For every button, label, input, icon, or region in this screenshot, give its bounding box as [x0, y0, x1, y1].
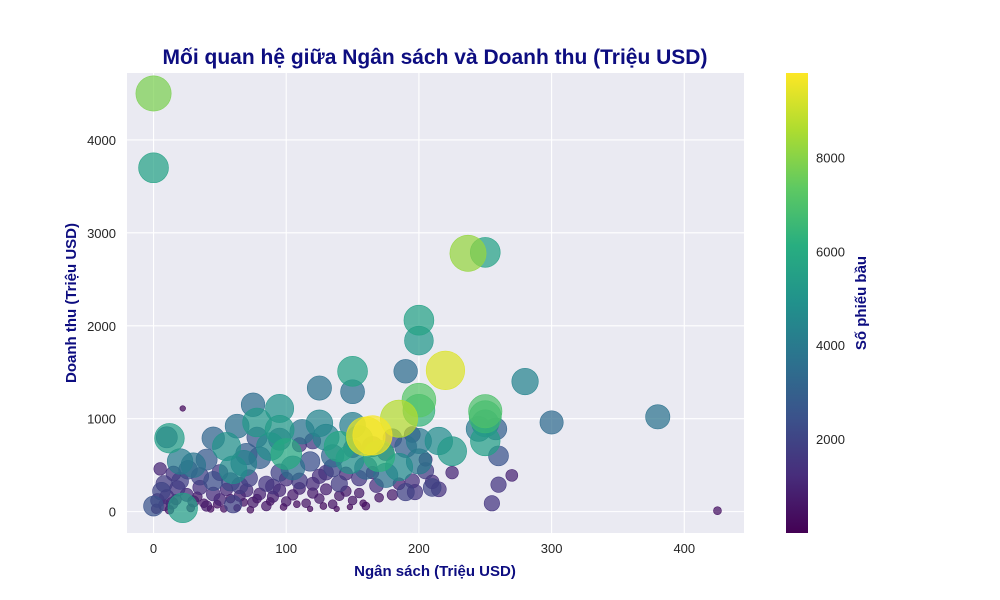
scatter-point	[539, 410, 564, 435]
scatter-point	[386, 489, 398, 501]
colorbar-tick-label: 2000	[816, 432, 845, 447]
x-tick-label: 100	[275, 541, 297, 556]
scatter-point	[483, 495, 500, 512]
scatter-point	[306, 375, 332, 401]
x-tick-label: 200	[408, 541, 430, 556]
scatter-point	[396, 483, 415, 502]
scatter-point	[143, 495, 164, 517]
scatter-point	[270, 438, 303, 470]
scatter-point	[261, 500, 272, 512]
scatter-point	[319, 502, 328, 510]
scatter-point	[354, 487, 365, 499]
colorbar-tick-label: 6000	[816, 244, 845, 259]
y-tick-label: 3000	[87, 226, 116, 241]
scatter-point	[212, 432, 241, 462]
y-axis-label: Doanh thu (Triệu USD)	[63, 223, 80, 383]
scatter-point	[437, 436, 467, 467]
scatter-point	[247, 496, 259, 508]
scatter-point	[258, 475, 275, 492]
scatter-point	[154, 423, 185, 454]
scatter-point	[224, 495, 243, 514]
y-tick-label: 1000	[87, 412, 116, 427]
scatter-point	[179, 405, 186, 412]
x-tick-label: 0	[150, 541, 157, 556]
scatter-point	[645, 404, 671, 430]
scatter-point	[511, 367, 539, 396]
scatter-point	[281, 496, 292, 507]
scatter-point	[393, 359, 418, 384]
scatter-point	[337, 356, 368, 387]
scatter-point	[347, 495, 358, 506]
scatter-point	[327, 499, 338, 509]
scatter-point	[138, 152, 169, 184]
scatter-point	[320, 483, 332, 496]
x-tick-label: 300	[541, 541, 563, 556]
scatter-point	[422, 478, 442, 497]
colorbar-label: Số phiếu bầu	[853, 256, 870, 350]
colorbar	[786, 73, 808, 533]
scatter-point	[306, 505, 314, 512]
scatter-point	[293, 500, 301, 508]
x-ticks: 0 100 200 300 400	[150, 541, 695, 556]
scatter-point	[301, 498, 311, 509]
scatter-point	[135, 75, 172, 112]
scatter-point	[330, 475, 348, 493]
scatter-point	[713, 506, 722, 515]
scatter-point	[403, 304, 435, 336]
scatter-point	[374, 492, 384, 503]
scatter-point	[153, 462, 167, 476]
scatter-point	[352, 415, 393, 456]
scatter-point	[449, 234, 487, 272]
colorbar-tick-label: 8000	[816, 150, 845, 165]
scatter-point	[361, 501, 371, 511]
scatter-point	[167, 492, 198, 524]
scatter-point	[203, 471, 224, 491]
y-tick-label: 4000	[87, 133, 116, 148]
x-tick-label: 400	[673, 541, 695, 556]
scatter-point	[425, 350, 466, 390]
y-ticks: 0 1000 2000 3000 4000	[87, 133, 116, 520]
colorbar-tick-label: 4000	[816, 338, 845, 353]
scatter-point	[201, 500, 213, 512]
plot-area	[127, 73, 744, 533]
scatter-point	[445, 465, 459, 480]
chart-title: Mối quan hệ giữa Ngân sách và Doanh thu …	[163, 46, 708, 69]
scatter-point	[505, 469, 519, 482]
colorbar-ticks: 2000 4000 6000 8000	[816, 150, 845, 447]
y-tick-label: 0	[109, 505, 116, 520]
scatter-point	[468, 394, 503, 429]
y-tick-label: 2000	[87, 319, 116, 334]
scatter-point	[490, 476, 507, 493]
x-axis-label: Ngân sách (Triệu USD)	[354, 563, 516, 580]
data-points	[135, 75, 722, 524]
scatter-point	[305, 409, 334, 438]
